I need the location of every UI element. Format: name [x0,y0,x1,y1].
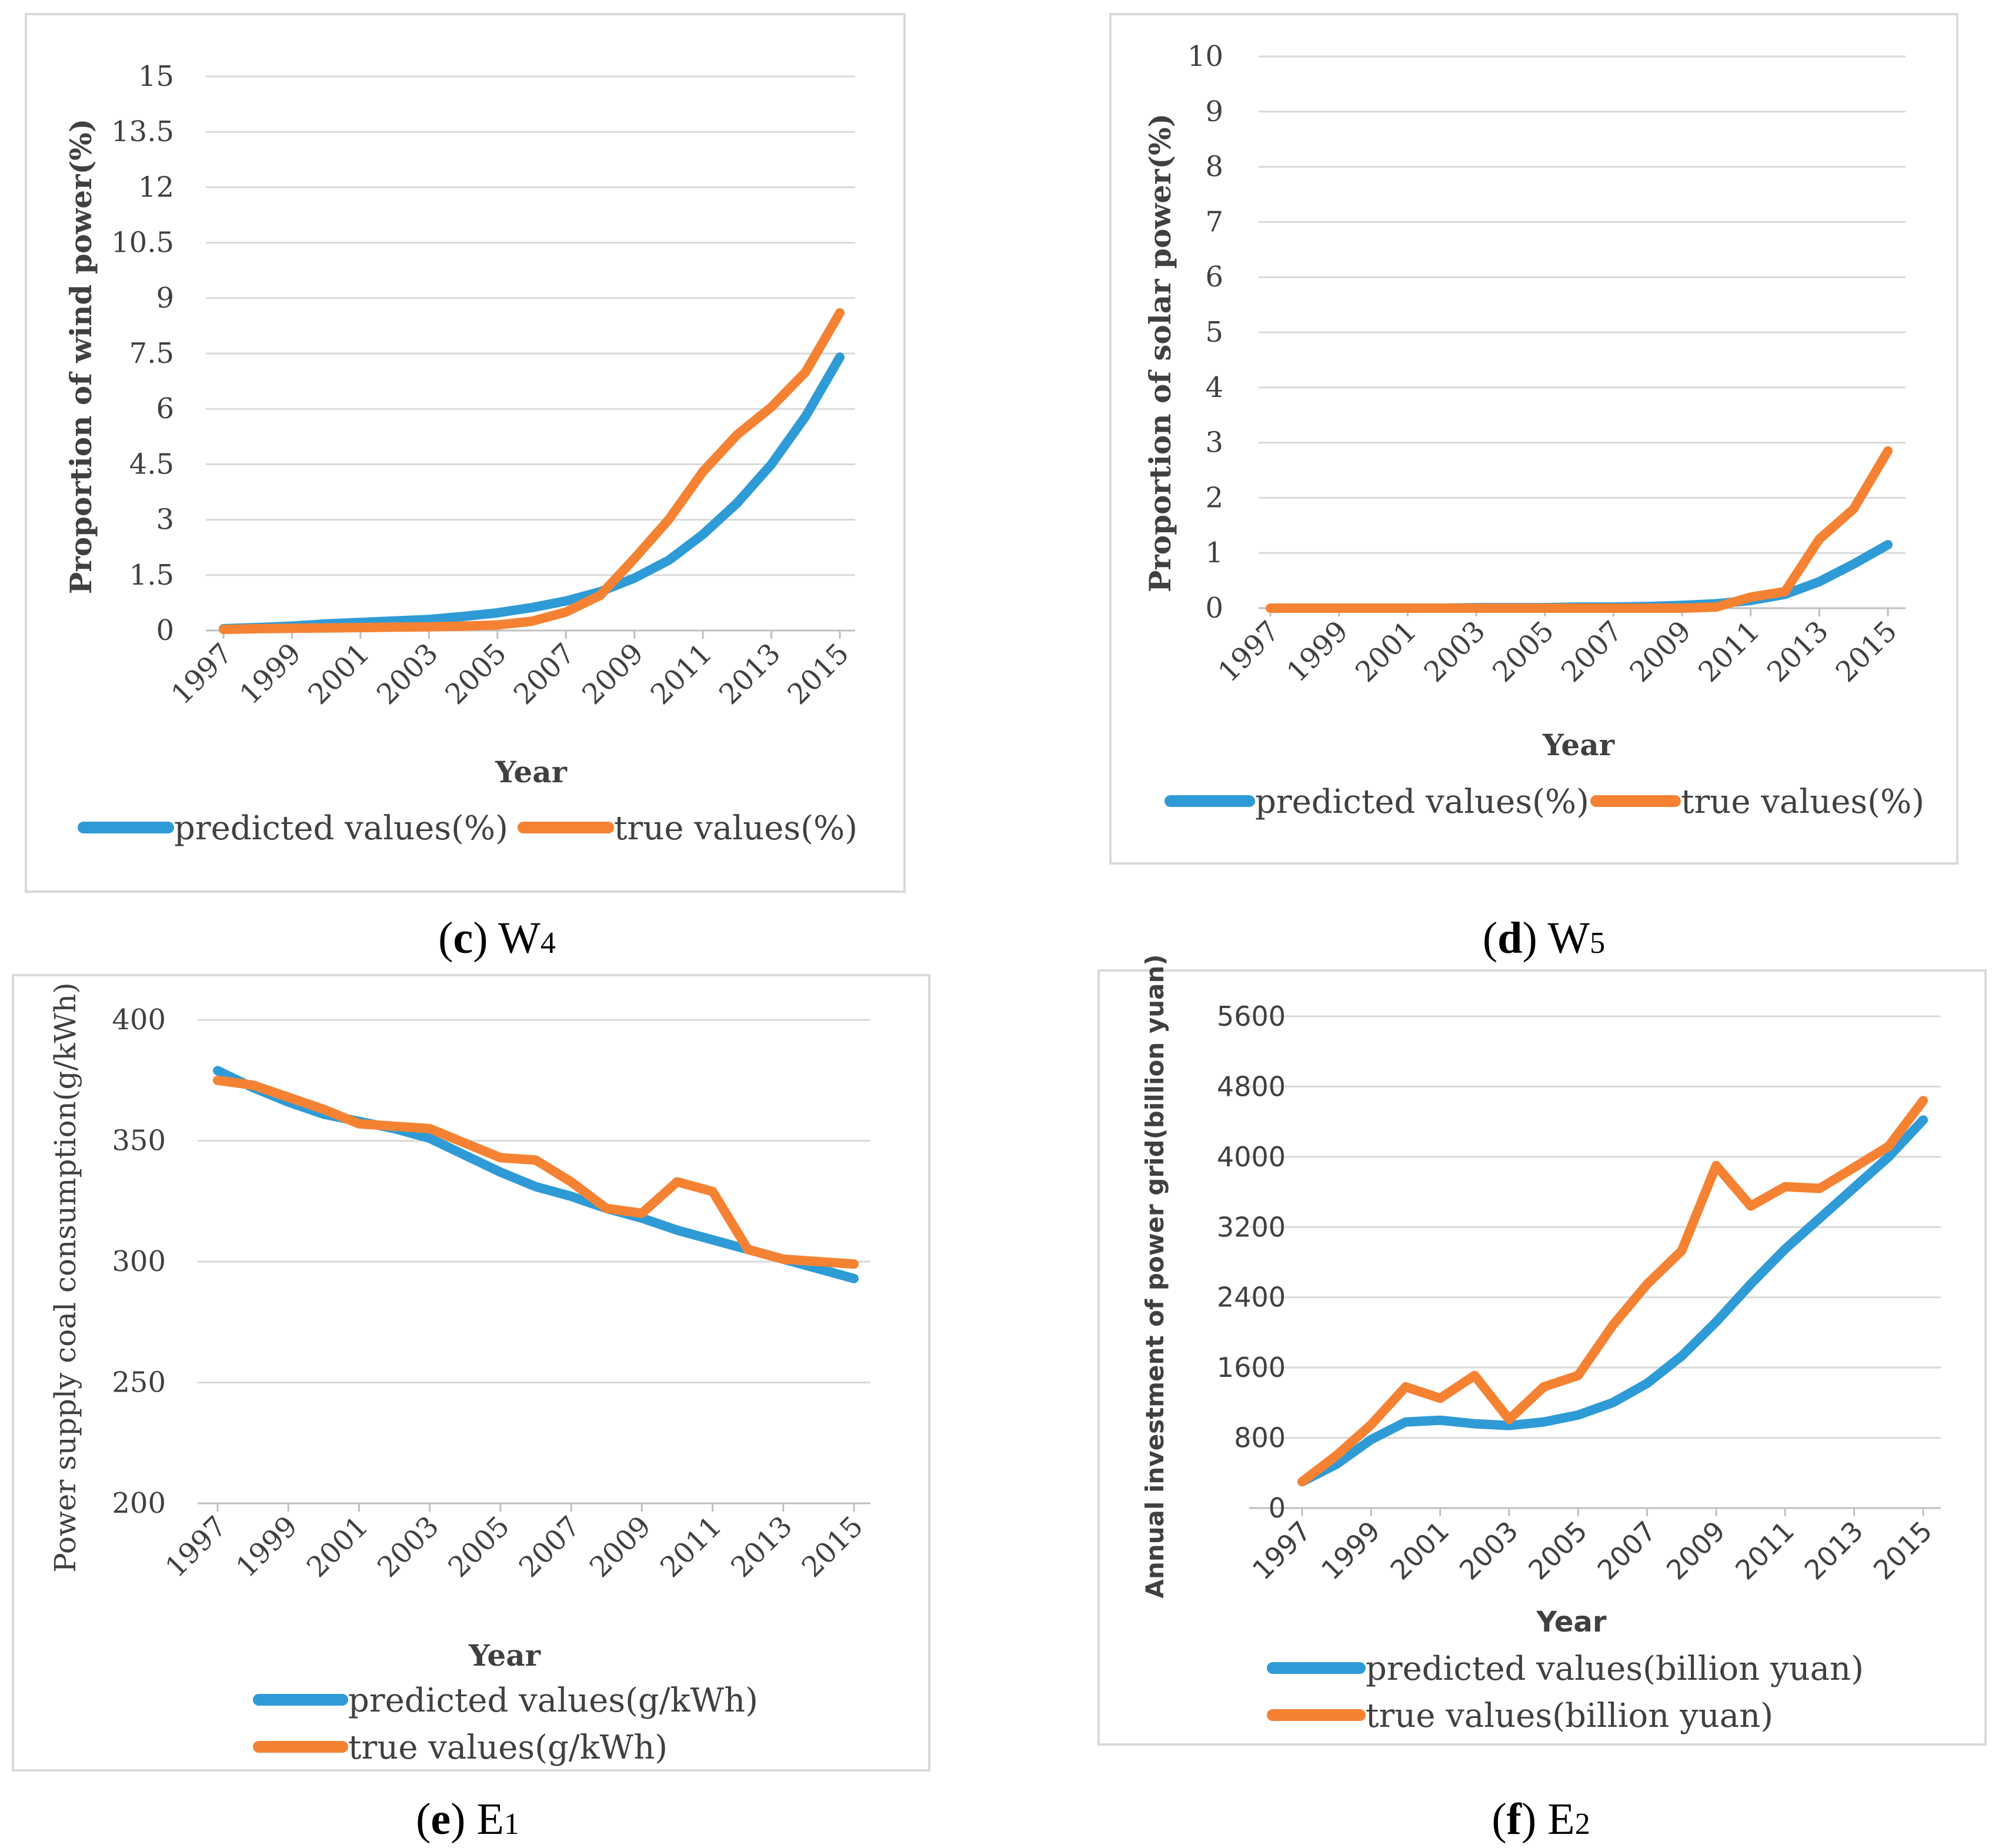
panel-f-y-tick-label: 1600 [1217,1352,1286,1383]
panel-d-y-tick-label: 4 [1205,371,1223,404]
panel-e-frame [12,974,930,1772]
panel-e-series [213,1066,859,1283]
panel-c-y-tick-label: 9 [156,282,174,315]
panel-f-series-line-true [1297,1096,1928,1487]
panel-c-y-tick-label: 0 [156,614,174,647]
panel-e-caption-var: E [476,1794,503,1844]
panel-f-y-tick-label: 0 [1269,1492,1286,1524]
panel-d-series-line-true [1266,446,1893,613]
panel-d-y-tick-label: 6 [1205,261,1223,293]
panel-e-y-ticks: 200 250 300 350 400 [112,1003,166,1520]
panel-d-caption: (d) W5 [1483,913,1605,963]
panel-d-y-tick-label: 10 [1187,40,1223,73]
panel-f-series-line-predicted [1297,1115,1928,1487]
panel-c-y-tick-label: 7.5 [129,337,174,370]
panel-d-y-tick-label: 0 [1205,592,1223,625]
panel-f-series [1297,1096,1928,1487]
panel-d-y-tick-label: 3 [1205,426,1223,459]
panel-d-y-tick-label: 5 [1205,316,1223,349]
panel-e-y-tick-label: 400 [112,1003,166,1036]
panel-f-y-axis-title: Annual investment of power grid(billion … [1140,954,1169,1598]
panel-c-y-tick-label: 13.5 [111,115,174,148]
panel-f-y-tick-label: 2400 [1217,1282,1286,1313]
panel-f-legend-label-predicted: predicted values(billion yuan) [1366,1650,1864,1688]
panel-c-series-line-true [219,308,845,635]
panel-e-caption: (e) E1 [416,1794,519,1844]
panel-f-frame [1097,969,1987,1746]
panel-f-x-axis-title: Year [1536,1606,1607,1639]
panel-f-y-tick-label: 4000 [1217,1141,1286,1173]
panel-d-legend: predicted values(%) true values(%) [1164,783,1924,821]
panel-d-caption-letter: d [1497,913,1522,963]
panel-c-y-axis-title: Proportion of wind power(%) [64,119,98,595]
panel-e-y-tick-label: 350 [112,1125,166,1157]
panel-f-y-tick-label: 800 [1234,1422,1286,1454]
panel-c-legend-label-true: true values(%) [614,809,857,848]
panel-e-series-line-true [213,1075,859,1269]
panel-d-y-tick-label: 7 [1205,205,1223,238]
panel-e-legend-label-true: true values(g/kWh) [348,1729,668,1767]
panel-e-y-tick-label: 200 [112,1487,166,1520]
panel-c-caption-sub: 4 [540,926,556,960]
panel-c-caption-letter: c [453,913,473,963]
panel-c-x-axis-title: Year [495,755,568,789]
panel-c-series [219,308,845,635]
panel-d-y-tick-label: 2 [1205,481,1223,514]
panel-c-caption: (c) W4 [438,913,556,963]
panel-f-legend-label-true: true values(billion yuan) [1366,1697,1773,1735]
panel-d-frame [1109,13,1958,865]
panel-e-y-tick-label: 300 [112,1245,166,1278]
panel-c-legend: predicted values(%) true values(%) [78,809,857,848]
panel-f-caption-var: E [1547,1794,1574,1844]
panel-f-caption-letter: f [1507,1794,1523,1844]
panel-d-y-axis-title: Proportion of solar power(%) [1143,114,1177,592]
panel-e-x-axis-title: Year [468,1638,541,1673]
panel-e-gridlines [198,1019,870,1505]
panel-c-y-tick-label: 6 [156,392,174,425]
panel-e-caption-letter: e [431,1794,451,1844]
panel-c-caption-var: W [498,913,540,963]
panel-c-y-tick-label: 10.5 [111,226,174,259]
panel-e-legend-label-predicted: predicted values(g/kWh) [348,1682,758,1720]
panel-d-x-axis-title: Year [1542,728,1615,762]
panel-f-legend: predicted values(billion yuan) true valu… [1267,1650,1864,1735]
panel-c-y-tick-label: 15 [138,60,174,93]
panel-f-y-tick-label: 5600 [1217,1000,1286,1032]
panel-d-legend-label-predicted: predicted values(%) [1255,783,1589,821]
panel-e-y-tick-label: 250 [112,1366,166,1399]
panel-f-gridlines [1249,1015,1941,1509]
panel-e-caption-sub: 1 [504,1807,519,1841]
panel-d-caption-var: W [1547,913,1590,963]
panel-d-y-tick-label: 1 [1205,536,1223,569]
panel-d-caption-sub: 5 [1590,926,1605,960]
panel-f-y-tick-label: 4800 [1217,1070,1286,1102]
panel-d-legend-label-true: true values(%) [1681,783,1924,821]
panel-c-frame [25,13,906,893]
panel-d-y-tick-label: 9 [1205,95,1223,128]
panel-f-y-ticks: 0 800 1600 2400 3200 4000 4800 5600 [1217,1000,1286,1524]
panel-c-y-tick-label: 3 [156,503,174,536]
panel-f-caption-sub: 2 [1575,1807,1590,1841]
panel-c-y-tick-label: 4.5 [129,448,174,481]
panel-d-y-ticks: 0 1 2 3 4 5 6 7 8 9 10 [1187,40,1223,625]
panel-d-series [1266,446,1893,613]
panel-e-y-axis-title: Power supply coal consumption(g/kWh) [48,982,82,1572]
panel-d-y-tick-label: 8 [1205,151,1223,184]
panel-e-legend: predicted values(g/kWh) true values(g/kW… [253,1682,758,1767]
panel-c-legend-label-predicted: predicted values(%) [174,809,508,848]
panel-c-y-ticks: 0 1.5 3 4.5 6 7.5 9 10.5 12 13.5 15 [111,60,174,647]
panel-c-y-tick-label: 12 [138,171,174,204]
panel-c-y-tick-label: 1.5 [129,559,174,592]
panel-f-y-tick-label: 3200 [1217,1211,1286,1243]
panel-f-caption: (f) E2 [1492,1794,1590,1844]
